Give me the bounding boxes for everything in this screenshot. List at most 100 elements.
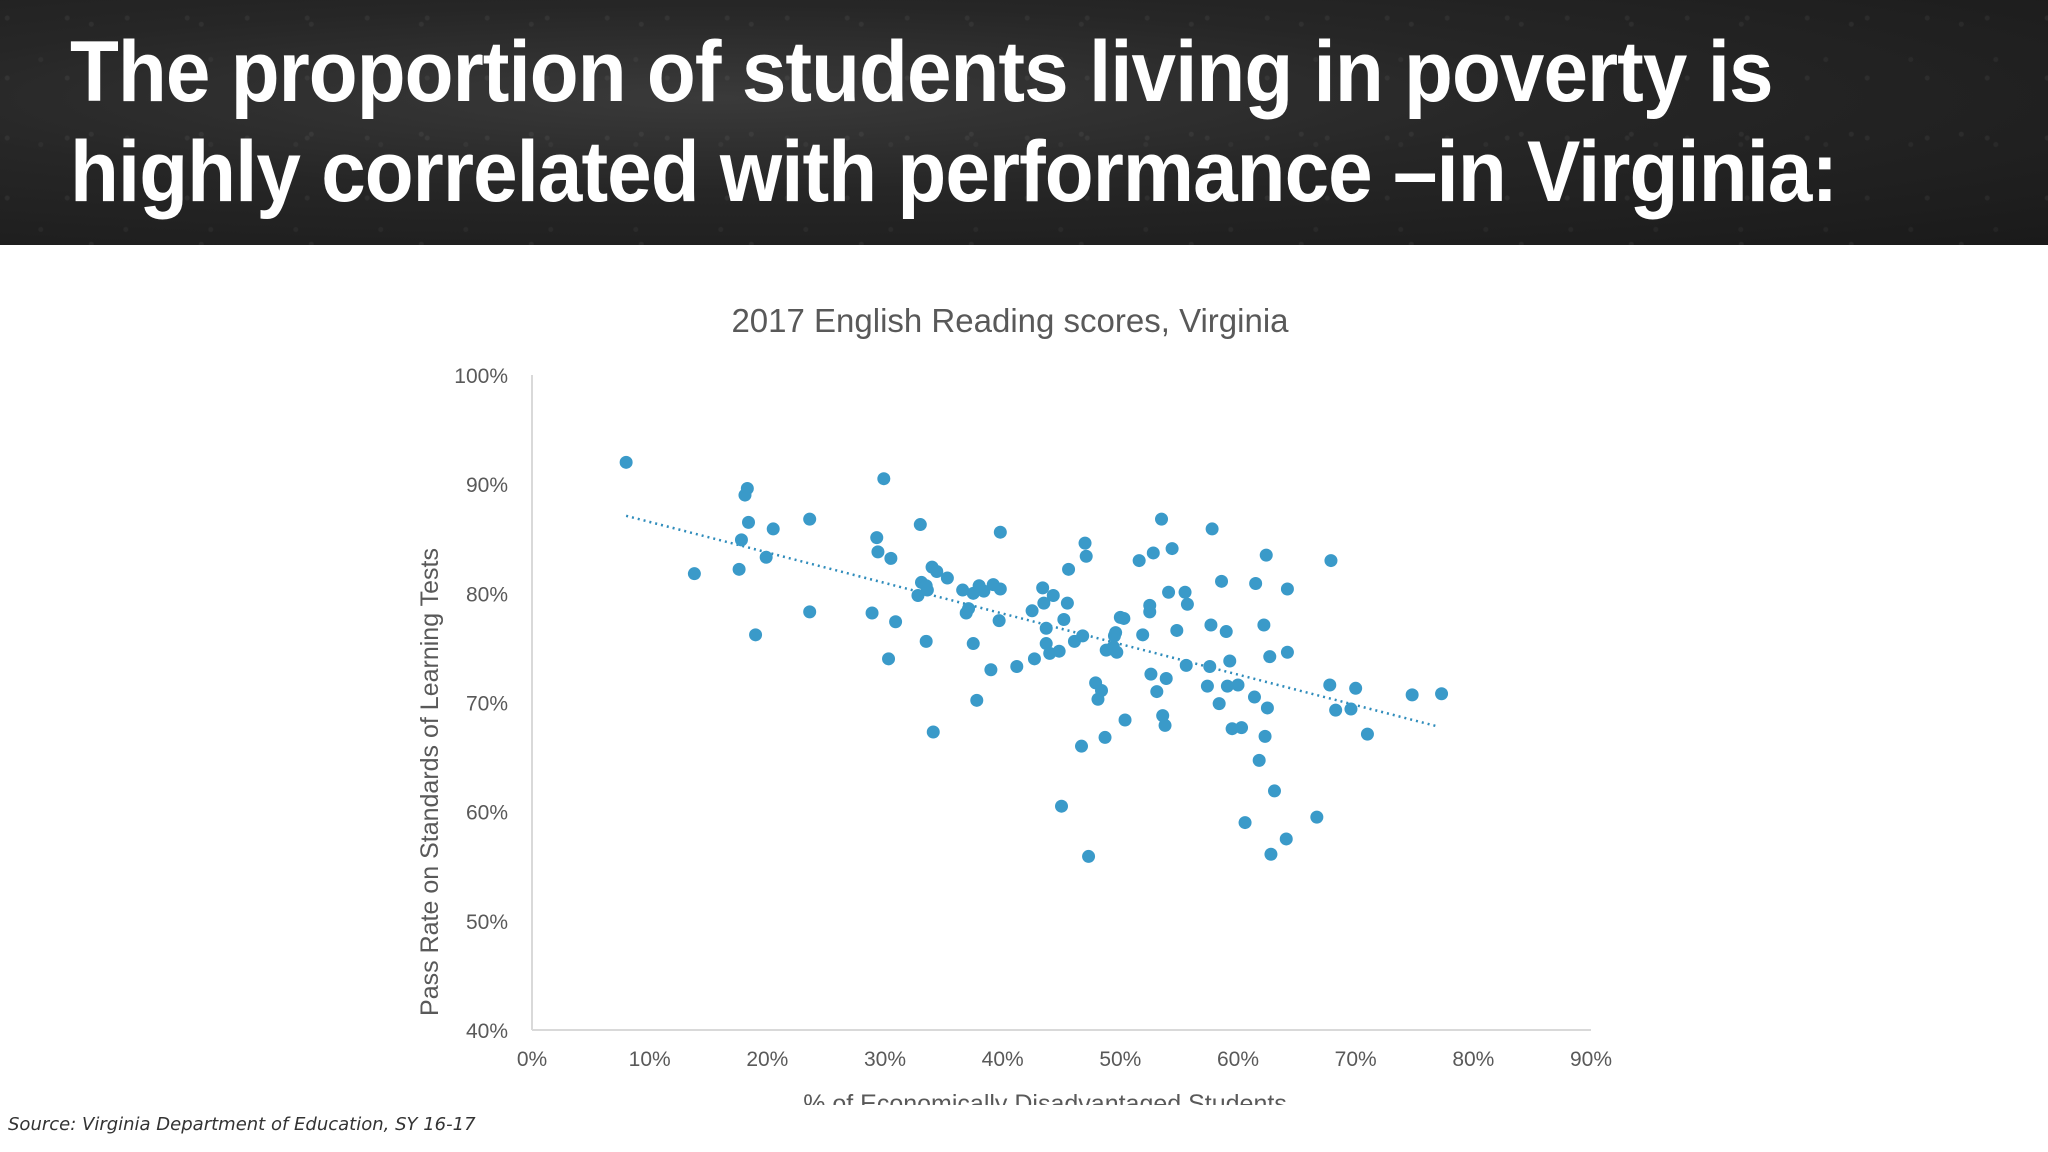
- y-tick-label: 100%: [454, 365, 508, 388]
- data-point: [1170, 623, 1184, 637]
- data-point: [1267, 784, 1281, 798]
- data-point: [1082, 849, 1096, 863]
- data-point: [884, 551, 898, 565]
- data-point: [882, 652, 896, 666]
- data-point: [1143, 598, 1157, 612]
- data-point: [1204, 618, 1218, 632]
- data-point: [1215, 574, 1229, 588]
- data-point: [1279, 832, 1293, 846]
- data-points: [619, 455, 1449, 863]
- data-point: [984, 663, 998, 677]
- data-point: [1146, 546, 1160, 560]
- y-tick-label: 90%: [466, 474, 508, 497]
- data-point: [732, 562, 746, 576]
- data-point: [940, 571, 954, 585]
- y-tick-labels: 40% 50% 60% 70% 80% 90% 100%: [454, 365, 508, 1043]
- data-point: [926, 725, 940, 739]
- data-point: [913, 518, 927, 532]
- data-point: [1264, 847, 1278, 861]
- data-point: [1079, 549, 1093, 563]
- data-point: [742, 515, 756, 529]
- data-point: [1078, 536, 1092, 550]
- data-point: [766, 522, 780, 536]
- data-point: [1310, 810, 1324, 824]
- x-tick-label: 80%: [1452, 1048, 1494, 1071]
- data-point: [889, 615, 903, 629]
- x-tick-label: 20%: [746, 1048, 788, 1071]
- x-tick-label: 40%: [982, 1048, 1024, 1071]
- data-point: [1360, 727, 1374, 741]
- data-point: [1039, 637, 1053, 651]
- scatter-chart: 2017 English Reading scores, Virginia 40…: [416, 302, 1612, 1105]
- data-point: [749, 628, 763, 642]
- data-point: [1324, 554, 1338, 568]
- data-point: [619, 455, 633, 469]
- data-point: [1179, 658, 1193, 672]
- chalkboard-texture: [0, 0, 2048, 245]
- x-tick-label: 90%: [1570, 1048, 1612, 1071]
- data-point: [1212, 697, 1226, 711]
- data-point: [865, 606, 879, 620]
- data-point: [1249, 577, 1263, 591]
- data-point: [956, 583, 970, 597]
- data-point: [1263, 650, 1277, 664]
- x-axis-title: % of Economically Disadvantaged Students: [803, 1090, 1287, 1105]
- data-point: [992, 614, 1006, 628]
- y-tick-label: 80%: [466, 583, 508, 606]
- y-tick-label: 50%: [466, 911, 508, 934]
- data-point: [687, 567, 701, 581]
- data-point: [1225, 722, 1239, 736]
- data-point: [803, 512, 817, 526]
- trendline: [625, 514, 1439, 728]
- data-point: [740, 482, 754, 496]
- data-point: [1280, 582, 1294, 596]
- data-point: [871, 545, 885, 559]
- x-tick-label: 30%: [864, 1048, 906, 1071]
- data-point: [1150, 685, 1164, 699]
- data-point: [1349, 681, 1363, 695]
- data-point: [1136, 628, 1150, 642]
- slide-title: The proportion of students living in pov…: [70, 22, 1884, 222]
- data-point: [1098, 730, 1112, 744]
- data-point: [1095, 683, 1109, 697]
- slide-title-line-2: highly correlated with performance –in V…: [70, 124, 1838, 220]
- data-point: [877, 472, 891, 486]
- slide-title-line-1: The proportion of students living in pov…: [70, 24, 1774, 120]
- data-point: [1259, 548, 1273, 562]
- y-tick-label: 70%: [466, 693, 508, 716]
- data-point: [1252, 753, 1266, 767]
- x-tick-label: 10%: [629, 1048, 671, 1071]
- data-point: [1344, 702, 1358, 716]
- data-point: [1155, 512, 1169, 526]
- data-point: [803, 605, 817, 619]
- source-note: Source: Virginia Department of Education…: [8, 1114, 476, 1135]
- data-point: [1057, 613, 1071, 627]
- data-point: [1132, 554, 1146, 568]
- data-point: [1435, 687, 1449, 701]
- y-tick-label: 40%: [466, 1020, 508, 1043]
- data-point: [1117, 611, 1131, 625]
- data-point: [1062, 562, 1076, 576]
- y-tick-label: 60%: [466, 802, 508, 825]
- data-point: [1037, 596, 1051, 610]
- data-point: [1036, 581, 1050, 595]
- data-point: [1060, 596, 1074, 610]
- data-point: [1052, 644, 1066, 658]
- data-point: [1231, 678, 1245, 692]
- data-point: [1165, 542, 1179, 556]
- x-tick-label: 50%: [1099, 1048, 1141, 1071]
- data-point: [1200, 679, 1214, 693]
- data-point: [970, 693, 984, 707]
- data-point: [930, 565, 944, 578]
- data-point: [1223, 654, 1237, 668]
- data-point: [966, 637, 980, 651]
- data-point: [1219, 625, 1233, 639]
- data-point: [1203, 659, 1217, 673]
- data-point: [734, 533, 748, 547]
- data-point: [1178, 585, 1192, 599]
- data-point: [1025, 604, 1039, 618]
- y-axis-title: Pass Rate on Standards of Learning Tests: [416, 548, 444, 1016]
- data-point: [1156, 709, 1170, 723]
- data-point: [993, 582, 1007, 596]
- data-point: [1118, 713, 1132, 727]
